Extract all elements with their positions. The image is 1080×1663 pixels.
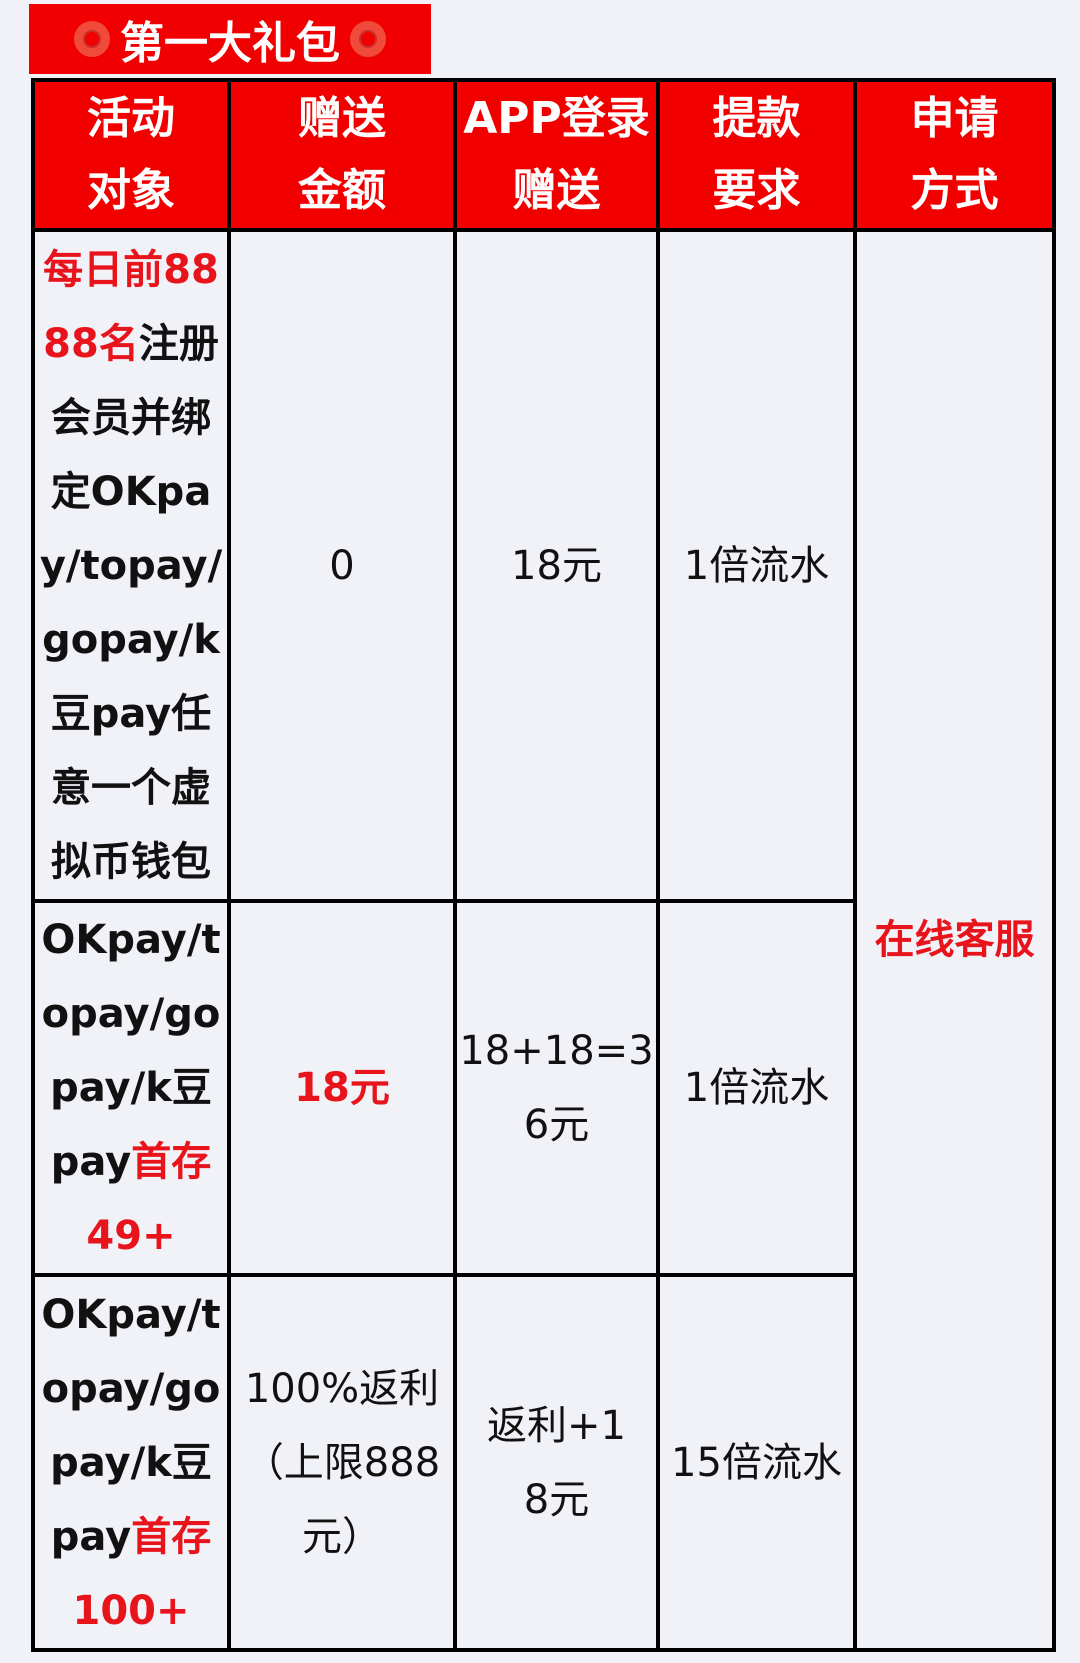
table-header-row: 活动对象 赠送金额 APP登录赠送 提款要求 申请方式 (31, 78, 1056, 232)
target-cell: OKpay/topay/gopay/k豆pay首存49+ (31, 899, 231, 1277)
red-ring-icon (350, 21, 386, 57)
target-text: 注册会员并绑定OKpay/topay/gopay/k豆pay任意一个虚拟币钱包 (39, 320, 223, 885)
target-highlight: 首存100+ (72, 1513, 212, 1634)
table-row: OKpay/topay/gopay/k豆pay首存100+ 100%返利（上限8… (31, 1273, 1054, 1652)
apply-method-cell[interactable]: 在线客服 (853, 228, 1056, 1652)
header-app-bonus: APP登录赠送 (453, 78, 660, 232)
target-cell: 每日前8888名注册会员并绑定OKpay/topay/gopay/k豆pay任意… (31, 228, 231, 903)
section-title-banner: 第一大礼包 (29, 4, 431, 74)
target-highlight: 首存49+ (86, 1139, 212, 1259)
header-apply-method: 申请方式 (853, 78, 1056, 232)
requirement-cell: 15倍流水 (656, 1273, 857, 1652)
header-amount: 赠送金额 (227, 78, 457, 232)
app-bonus-cell: 18+18=36元 (453, 899, 660, 1277)
requirement-cell: 1倍流水 (656, 899, 857, 1277)
header-requirement: 提款要求 (656, 78, 857, 232)
app-bonus-cell: 18元 (453, 228, 660, 903)
requirement-cell: 1倍流水 (656, 228, 857, 903)
target-highlight: 每日前8888名 (43, 246, 219, 367)
red-ring-icon (74, 21, 110, 57)
app-bonus-cell: 返利+18元 (453, 1273, 660, 1652)
target-text: OKpay/topay/gopay/k豆pay (41, 917, 221, 1185)
promotion-table: 活动对象 赠送金额 APP登录赠送 提款要求 申请方式 每日前8888名注册会员… (31, 78, 1056, 1652)
amount-cell: 100%返利（上限888元） (227, 1273, 457, 1652)
target-cell: OKpay/topay/gopay/k豆pay首存100+ (31, 1273, 231, 1652)
amount-cell: 0 (227, 228, 457, 903)
amount-cell: 18元 (227, 899, 457, 1277)
target-text: OKpay/topay/gopay/k豆pay (41, 1291, 221, 1560)
header-target: 活动对象 (31, 78, 231, 232)
table-row: OKpay/topay/gopay/k豆pay首存49+ 18元 18+18=3… (31, 899, 1054, 1277)
section-title: 第一大礼包 (120, 18, 340, 69)
table-row: 每日前8888名注册会员并绑定OKpay/topay/gopay/k豆pay任意… (31, 228, 1056, 1652)
